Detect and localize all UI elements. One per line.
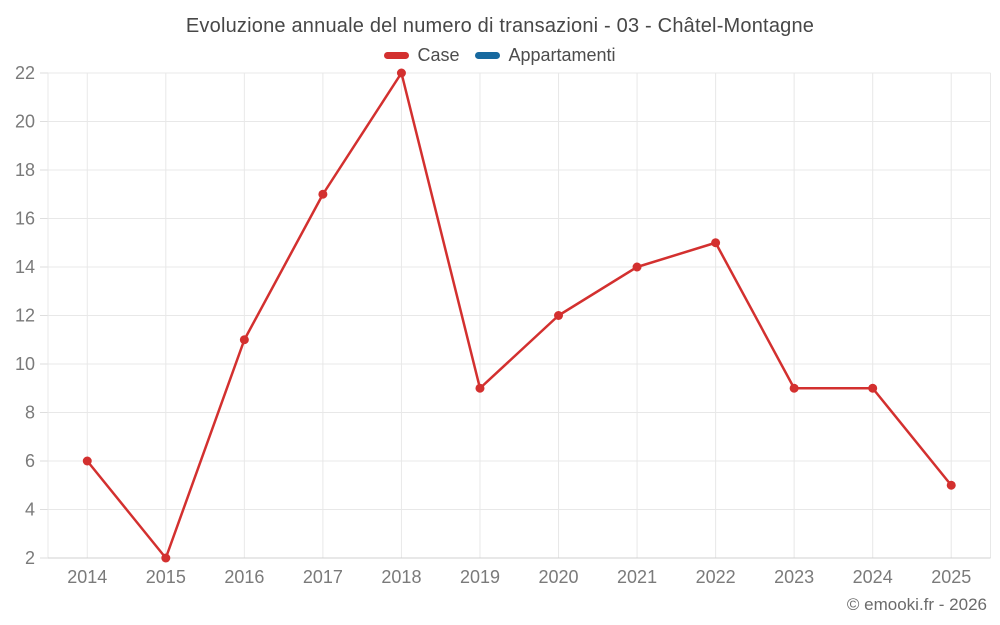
data-point-case-2015 (161, 553, 171, 563)
y-axis-label: 22 (15, 63, 35, 83)
x-axis-label: 2020 (538, 567, 578, 587)
x-axis-label: 2019 (460, 567, 500, 587)
x-axis-label: 2017 (303, 567, 343, 587)
x-axis-label: 2022 (696, 567, 736, 587)
y-axis-label: 2 (25, 548, 35, 568)
y-axis-label: 6 (25, 451, 35, 471)
chart-title: Evoluzione annuale del numero di transaz… (185, 15, 815, 37)
y-axis-label: 20 (15, 112, 35, 132)
y-axis-label: 12 (15, 306, 35, 326)
x-axis-label: 2023 (774, 567, 814, 587)
data-point-case-2016 (239, 335, 249, 345)
chart-legend: Case Appartamenti (0, 45, 1000, 66)
data-point-case-2018 (396, 68, 406, 78)
data-point-case-2014 (82, 456, 92, 466)
y-axis-label: 18 (15, 160, 35, 180)
legend-label-case: Case (417, 45, 460, 65)
legend-label-appartamenti: Appartamenti (508, 45, 616, 65)
data-point-case-2025 (946, 480, 956, 490)
x-axis-label: 2016 (224, 567, 264, 587)
x-axis-label: 2018 (381, 567, 421, 587)
copyright-footer: © emooki.fr - 2026 (846, 595, 987, 614)
x-axis-label: 2025 (931, 567, 971, 587)
legend-swatch-case (384, 52, 410, 59)
y-axis-label: 8 (25, 403, 35, 423)
series-line-case (86, 71, 953, 560)
x-axis-label: 2015 (146, 567, 186, 587)
x-axis-label: 2021 (617, 567, 657, 587)
data-point-case-2019 (475, 383, 485, 393)
data-point-case-2017 (318, 189, 328, 199)
x-axis-label: 2024 (853, 567, 893, 587)
legend-swatch-appartamenti (475, 52, 501, 59)
data-point-case-2022 (711, 238, 721, 248)
y-axis-label: 10 (15, 354, 35, 374)
y-axis-label: 16 (15, 209, 35, 229)
x-axis-label: 2014 (67, 567, 107, 587)
legend-item-case[interactable]: Case (384, 45, 459, 66)
data-point-case-2024 (868, 383, 878, 393)
y-axis-label: 4 (25, 500, 35, 520)
data-point-case-2020 (554, 311, 564, 320)
legend-item-appartamenti[interactable]: Appartamenti (475, 45, 616, 66)
data-point-case-2021 (632, 262, 642, 272)
y-axis-label: 14 (15, 257, 35, 277)
data-point-case-2023 (789, 383, 799, 393)
